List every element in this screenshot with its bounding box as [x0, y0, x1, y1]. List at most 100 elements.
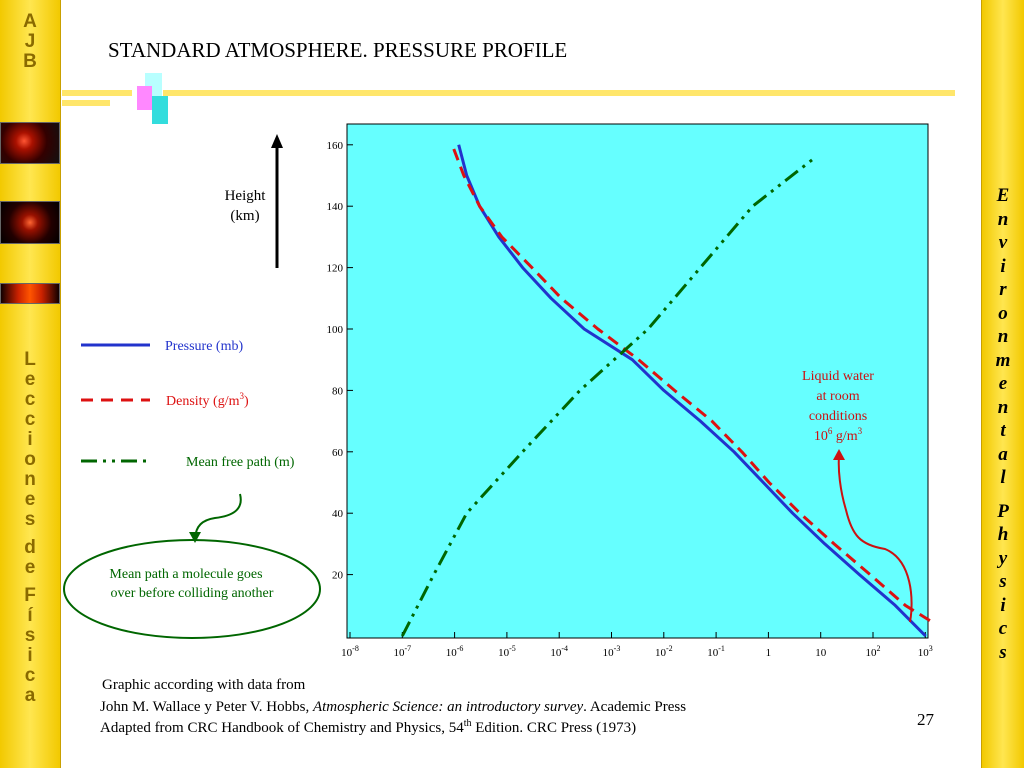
sidebar-left-letter: i — [27, 429, 33, 450]
sidebar-right-letter: a — [998, 443, 1008, 465]
footer-line1: Graphic according with data from — [102, 677, 306, 693]
x-tick-label: 10 — [815, 647, 827, 659]
height-label-line2: (km) — [230, 208, 259, 224]
sidebar-left-letter: o — [24, 449, 36, 470]
sidebar-right-letter: c — [998, 618, 1008, 639]
y-tick-label: 20 — [332, 570, 344, 582]
sidebar-right-letter: o — [998, 302, 1008, 324]
water-annotation-arrow — [837, 455, 913, 623]
series-layer — [400, 144, 931, 638]
sidebar-right-letter: s — [999, 571, 1007, 592]
decor-square — [137, 86, 152, 110]
thumbnail-image-3 — [0, 283, 60, 304]
sidebar-left-letter: e — [24, 369, 36, 390]
y-tick-label: 40 — [332, 508, 344, 520]
sidebar-left-letter: L — [24, 349, 36, 370]
x-tick-label: 10-2 — [655, 644, 673, 659]
sidebar-left-letter: s — [24, 509, 36, 530]
x-tick-label: 102 — [866, 644, 881, 659]
x-tick-label: 10-1 — [707, 644, 725, 659]
sidebar-left-letter: i — [27, 645, 33, 666]
thumbnail-image-1 — [0, 122, 60, 164]
height-label-line1: Height — [225, 188, 267, 204]
sidebar-left-letter: F — [24, 585, 36, 606]
x-tick-label: 10-4 — [550, 644, 568, 659]
page-number: 27 — [917, 710, 934, 729]
x-tick-label: 1 — [766, 647, 772, 659]
sidebar-left-letter: í — [27, 605, 33, 626]
callout-arrow — [194, 493, 242, 539]
thumbnail-image-2 — [0, 201, 60, 244]
x-tick-label: 10-5 — [498, 644, 516, 659]
height-arrow-head — [271, 134, 283, 148]
sidebar-logo-letter: B — [23, 51, 37, 72]
sidebar-right-letter: t — [1000, 420, 1006, 441]
sidebar-left-letter: c — [24, 389, 36, 410]
sidebar-right-letter: i — [1000, 594, 1006, 616]
plot-area — [346, 123, 929, 639]
y-tick-label: 100 — [327, 324, 344, 336]
x-axis-ticks: 10-8 10-7 10-6 10-5 10-4 10-3 10-2 10-1 1 10 102 10… — [341, 632, 933, 659]
footer-line2: John M. Wallace y Peter V. Hobbs, Atmosp… — [100, 699, 686, 715]
sidebar-right-letter: e — [998, 373, 1008, 394]
callout-text-line2: over before colliding another — [111, 586, 274, 601]
series-line-0 — [457, 144, 927, 638]
y-tick-label: 120 — [327, 263, 344, 275]
y-tick-label: 80 — [332, 385, 344, 397]
sidebar-right-letter: n — [997, 326, 1009, 347]
sidebar-left-letter: c — [24, 409, 36, 430]
water-annotation-arrow-head — [833, 449, 845, 460]
sidebar-right-letter: r — [999, 279, 1007, 300]
y-axis-ticks: 20 40 60 80 100 120 140 160 — [327, 140, 353, 582]
sidebar-logo-letter: J — [24, 31, 36, 52]
sidebar-right-letter: P — [997, 500, 1009, 522]
sidebar-left-letter: s — [24, 625, 36, 646]
water-annotation-line2: at room — [816, 389, 859, 404]
series-line-1 — [450, 144, 931, 622]
callout-text-line1: Mean path a molecule goes — [109, 567, 262, 582]
page-title: STANDARD ATMOSPHERE. PRESSURE PROFILE — [108, 38, 568, 62]
sidebar-left-letter: n — [24, 469, 36, 490]
sidebar-right-letter: n — [997, 396, 1009, 418]
title-underline — [62, 90, 132, 96]
x-tick-label: 10-3 — [603, 644, 621, 659]
title-underline — [62, 100, 110, 106]
legend-mfp-label: Mean free path (m) — [186, 455, 295, 470]
right-sidebar — [981, 0, 1024, 768]
sidebar-right-letter: l — [1000, 467, 1006, 488]
y-tick-label: 60 — [332, 447, 344, 459]
series-line-2 — [400, 155, 817, 637]
y-tick-label: 160 — [327, 140, 344, 152]
sidebar-left-letter: a — [24, 685, 36, 706]
sidebar-left-letter: d — [24, 537, 36, 558]
y-tick-label: 140 — [327, 201, 344, 213]
x-tick-label: 10-8 — [341, 644, 359, 659]
decor-square — [152, 96, 168, 124]
sidebar-right-letter: h — [997, 524, 1009, 545]
water-annotation-line4: 106 g/m3 — [814, 426, 863, 444]
sidebar-right-letter: y — [998, 547, 1008, 569]
sidebar-left-letter: e — [24, 557, 36, 578]
legend-density-label: Density (g/m3) — [166, 391, 249, 409]
sidebar-right-letter: v — [998, 232, 1008, 253]
sidebar-right-letter: E — [996, 185, 1010, 206]
sidebar-left-letter: e — [24, 489, 36, 510]
title-underline — [163, 90, 955, 96]
x-tick-label: 10-7 — [393, 644, 411, 659]
x-tick-label: 103 — [918, 644, 933, 659]
footer-line3: Adapted from CRC Handbook of Chemistry a… — [100, 718, 636, 736]
sidebar-right-letter: m — [995, 349, 1011, 371]
callout-arrow-head — [189, 532, 201, 543]
water-annotation-line3: conditions — [809, 409, 867, 424]
callout-ellipse — [63, 539, 321, 639]
sidebar-right-letter: s — [999, 641, 1007, 663]
sidebar-right-letter: n — [997, 208, 1009, 230]
x-tick-label: 10-6 — [446, 644, 464, 659]
sidebar-right-letter: i — [1000, 255, 1006, 277]
sidebar-left-letter: c — [24, 665, 36, 686]
sidebar-logo-letter: A — [23, 11, 37, 32]
